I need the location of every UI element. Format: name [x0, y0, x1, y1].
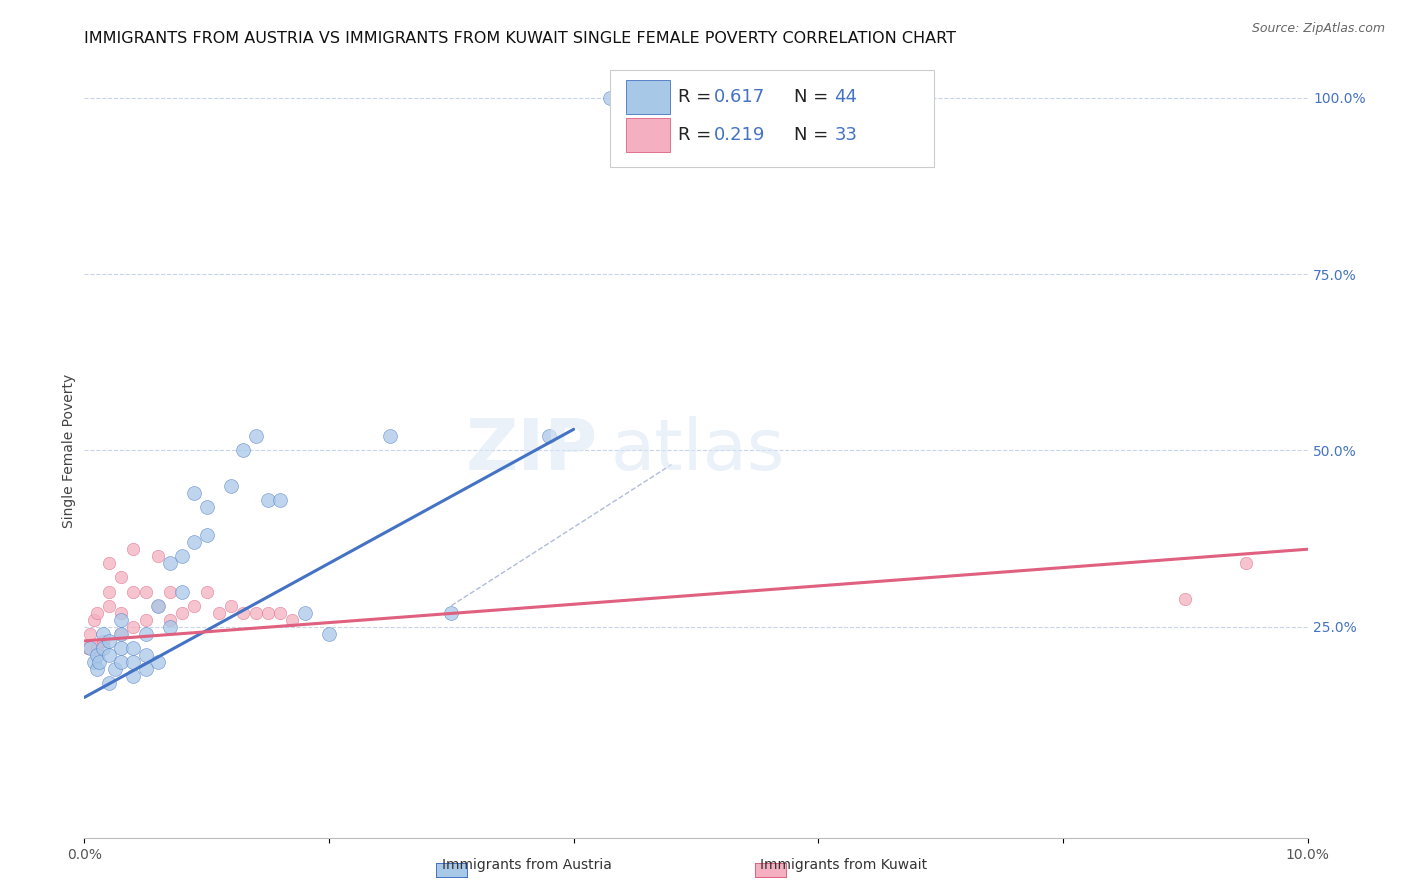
Point [97, 599, 120, 613]
Point [146, 599, 169, 613]
Point [183, 535, 205, 549]
Text: IMMIGRANTS FROM AUSTRIA VS IMMIGRANTS FROM KUWAIT SINGLE FEMALE POVERTY CORRELAT: IMMIGRANTS FROM AUSTRIA VS IMMIGRANTS FR… [84, 31, 956, 46]
Point [97, 648, 120, 662]
Text: atlas: atlas [610, 416, 785, 485]
Point [110, 570, 132, 584]
Point [110, 613, 132, 627]
Point [135, 584, 157, 599]
Point [195, 500, 218, 514]
Point [110, 627, 132, 641]
Point [269, 492, 291, 507]
Point [195, 528, 218, 542]
Text: R =: R = [678, 126, 717, 144]
Point [110, 606, 132, 620]
Point [159, 584, 181, 599]
FancyBboxPatch shape [610, 70, 935, 167]
Text: R =: R = [678, 88, 717, 106]
Point [135, 613, 157, 627]
Y-axis label: Single Female Poverty: Single Female Poverty [62, 374, 76, 527]
Point [86, 606, 108, 620]
Point [159, 557, 181, 571]
Text: Immigrants from Austria: Immigrants from Austria [443, 858, 612, 871]
Point [104, 662, 127, 676]
Text: Immigrants from Kuwait: Immigrants from Kuwait [761, 858, 927, 871]
Point [91, 634, 114, 648]
Point [97, 584, 120, 599]
Point [257, 606, 280, 620]
Point [97, 634, 120, 648]
Point [281, 613, 304, 627]
Text: N =: N = [794, 126, 834, 144]
Point [122, 584, 145, 599]
Text: 44: 44 [834, 88, 858, 106]
FancyBboxPatch shape [626, 80, 671, 114]
Point [122, 669, 145, 683]
Point [661, 91, 683, 105]
Point [83, 613, 105, 627]
Text: 0.219: 0.219 [714, 126, 766, 144]
Point [538, 429, 561, 443]
Point [97, 557, 120, 571]
Point [232, 443, 254, 458]
Point [219, 599, 242, 613]
Point [245, 429, 267, 443]
Point [87, 655, 110, 669]
Point [232, 606, 254, 620]
Point [146, 599, 169, 613]
Point [269, 606, 291, 620]
Text: ZIP: ZIP [465, 416, 598, 485]
Point [91, 627, 114, 641]
Point [91, 640, 114, 655]
Point [79, 627, 101, 641]
Point [183, 485, 205, 500]
Text: 33: 33 [834, 126, 858, 144]
Point [159, 613, 181, 627]
Point [135, 662, 157, 676]
Point [86, 648, 108, 662]
Point [245, 606, 267, 620]
FancyBboxPatch shape [626, 118, 671, 152]
Text: 0.617: 0.617 [714, 88, 766, 106]
Point [440, 606, 463, 620]
Point [294, 606, 316, 620]
Point [86, 640, 108, 655]
Point [146, 549, 169, 564]
Point [219, 479, 242, 493]
Point [159, 620, 181, 634]
Text: N =: N = [794, 88, 834, 106]
Point [97, 676, 120, 690]
Point [318, 627, 340, 641]
Point [380, 429, 402, 443]
Point [86, 662, 108, 676]
Point [172, 606, 194, 620]
Point [110, 640, 132, 655]
Point [79, 640, 101, 655]
Point [1236, 557, 1258, 571]
Point [110, 655, 132, 669]
Point [195, 584, 218, 599]
Point [183, 599, 205, 613]
Point [77, 640, 100, 655]
Point [257, 492, 280, 507]
Point [110, 627, 132, 641]
Point [122, 542, 145, 557]
Point [624, 91, 647, 105]
Point [135, 627, 157, 641]
Point [135, 648, 157, 662]
Point [83, 655, 105, 669]
Point [172, 584, 194, 599]
Text: Source: ZipAtlas.com: Source: ZipAtlas.com [1251, 22, 1385, 36]
Point [122, 620, 145, 634]
Point [122, 655, 145, 669]
Point [172, 549, 194, 564]
Point [599, 91, 621, 105]
Point [122, 640, 145, 655]
Point [208, 606, 231, 620]
Point [146, 655, 169, 669]
Point [1174, 591, 1197, 606]
